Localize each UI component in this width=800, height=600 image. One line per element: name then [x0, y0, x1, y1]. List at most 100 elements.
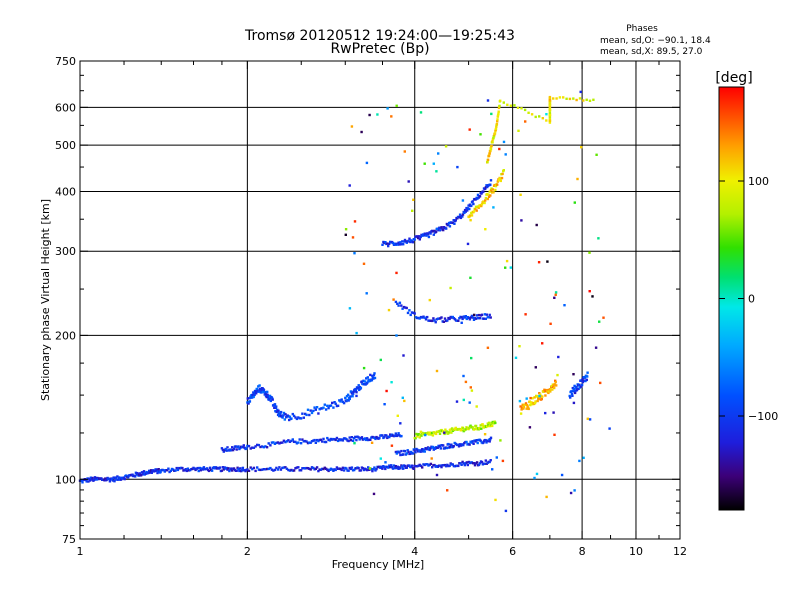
data-point — [365, 292, 368, 295]
data-point — [395, 271, 398, 275]
data-point — [486, 422, 489, 425]
data-point — [482, 441, 485, 444]
data-point — [306, 441, 310, 445]
data-point — [459, 216, 463, 220]
data-point — [443, 431, 446, 434]
data-point — [490, 112, 493, 116]
data-point — [367, 466, 370, 469]
data-point — [573, 489, 576, 492]
chart-subtitle: RwPretec (Bp) — [330, 41, 429, 57]
data-point — [495, 125, 498, 128]
data-point — [588, 99, 592, 102]
data-point — [537, 261, 541, 264]
data-point — [437, 229, 440, 232]
data-point — [418, 238, 421, 241]
data-point — [107, 477, 111, 480]
data-point — [390, 381, 393, 384]
data-point — [372, 468, 375, 471]
data-point — [492, 422, 496, 425]
data-point — [298, 469, 301, 472]
data-point — [362, 262, 366, 265]
data-point — [262, 389, 266, 392]
data-point — [519, 193, 522, 196]
data-point — [470, 356, 473, 360]
data-point — [264, 393, 267, 396]
data-point — [342, 401, 346, 405]
data-point — [466, 209, 469, 212]
data-point — [278, 466, 281, 469]
data-point — [494, 184, 498, 188]
y-tick-label: 300 — [55, 245, 76, 258]
data-point — [306, 467, 310, 470]
data-point — [533, 476, 536, 480]
data-point — [355, 391, 358, 394]
data-point — [522, 407, 525, 410]
data-point — [384, 467, 387, 471]
data-point — [360, 130, 363, 134]
data-point — [431, 466, 434, 469]
data-point — [483, 462, 487, 465]
data-point — [175, 466, 178, 470]
data-point — [84, 478, 88, 482]
data-point — [429, 431, 432, 435]
data-point — [416, 448, 419, 451]
data-point — [524, 403, 527, 406]
data-point — [489, 188, 493, 192]
data-point — [262, 468, 265, 471]
data-point — [363, 437, 367, 440]
data-point — [131, 473, 134, 476]
data-point — [357, 384, 360, 387]
data-point — [385, 389, 388, 393]
data-point — [368, 468, 371, 471]
data-point — [486, 99, 490, 102]
data-point — [317, 469, 320, 473]
data-point — [488, 460, 491, 464]
data-point — [220, 447, 224, 450]
data-point — [373, 466, 376, 469]
data-point — [496, 113, 500, 117]
data-point — [379, 457, 382, 460]
data-point — [450, 431, 453, 434]
data-point — [284, 413, 287, 416]
data-point — [489, 316, 492, 319]
data-point — [513, 104, 516, 107]
data-point — [246, 444, 249, 448]
data-point — [439, 447, 442, 450]
data-point — [458, 215, 461, 219]
data-point — [261, 445, 264, 448]
data-point — [484, 439, 488, 442]
data-point — [400, 304, 403, 307]
data-point — [332, 406, 335, 409]
data-point — [87, 480, 90, 483]
data-point — [489, 436, 493, 439]
data-point — [426, 463, 429, 466]
data-point — [399, 467, 402, 470]
data-point — [326, 404, 329, 407]
data-point — [588, 290, 591, 293]
data-point — [112, 476, 115, 479]
data-point — [491, 141, 494, 144]
colorbar-tick-label: 0 — [748, 293, 755, 306]
data-point — [574, 387, 578, 390]
data-point — [246, 468, 249, 471]
data-point — [431, 434, 435, 437]
data-point — [354, 435, 357, 439]
data-point — [445, 465, 448, 468]
data-point — [456, 443, 460, 446]
data-point — [415, 432, 418, 436]
data-point — [365, 161, 369, 165]
data-point — [426, 448, 429, 451]
data-point — [538, 392, 541, 395]
data-point — [150, 469, 153, 472]
x-tick-label: 8 — [579, 545, 586, 558]
data-point — [355, 438, 358, 442]
data-point — [278, 414, 281, 418]
data-point — [488, 152, 491, 155]
data-point — [577, 387, 580, 390]
data-point — [263, 391, 266, 394]
data-point — [127, 476, 130, 479]
data-point — [492, 206, 495, 209]
data-point — [422, 450, 425, 453]
data-point — [251, 446, 254, 449]
data-point — [345, 438, 348, 441]
